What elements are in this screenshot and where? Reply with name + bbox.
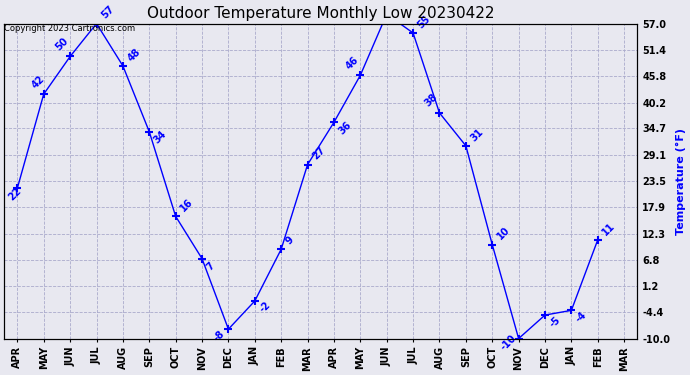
Text: Copyright 2023 Cartronics.com: Copyright 2023 Cartronics.com xyxy=(4,24,135,33)
Text: 11: 11 xyxy=(600,220,617,237)
Title: Outdoor Temperature Monthly Low 20230422: Outdoor Temperature Monthly Low 20230422 xyxy=(147,6,495,21)
Text: 9: 9 xyxy=(284,235,296,246)
Text: -2: -2 xyxy=(257,300,273,315)
Text: -5: -5 xyxy=(548,314,562,329)
Text: 42: 42 xyxy=(30,73,46,90)
Text: 10: 10 xyxy=(495,225,511,242)
Y-axis label: Temperature (°F): Temperature (°F) xyxy=(676,128,686,235)
Text: 22: 22 xyxy=(6,185,23,202)
Text: 36: 36 xyxy=(337,120,353,136)
Text: 7: 7 xyxy=(205,261,217,273)
Text: 38: 38 xyxy=(423,92,440,109)
Text: -4: -4 xyxy=(574,310,589,324)
Text: 31: 31 xyxy=(469,126,485,143)
Text: 48: 48 xyxy=(126,46,142,63)
Text: 50: 50 xyxy=(53,36,70,52)
Text: 57: 57 xyxy=(99,4,116,21)
Text: 16: 16 xyxy=(179,197,195,213)
Text: 55: 55 xyxy=(416,13,433,30)
Text: -10: -10 xyxy=(499,333,519,352)
Text: 27: 27 xyxy=(310,145,327,162)
Text: 59: 59 xyxy=(0,374,1,375)
Text: 34: 34 xyxy=(152,129,168,146)
Text: 46: 46 xyxy=(344,54,360,71)
Text: -8: -8 xyxy=(212,328,226,343)
